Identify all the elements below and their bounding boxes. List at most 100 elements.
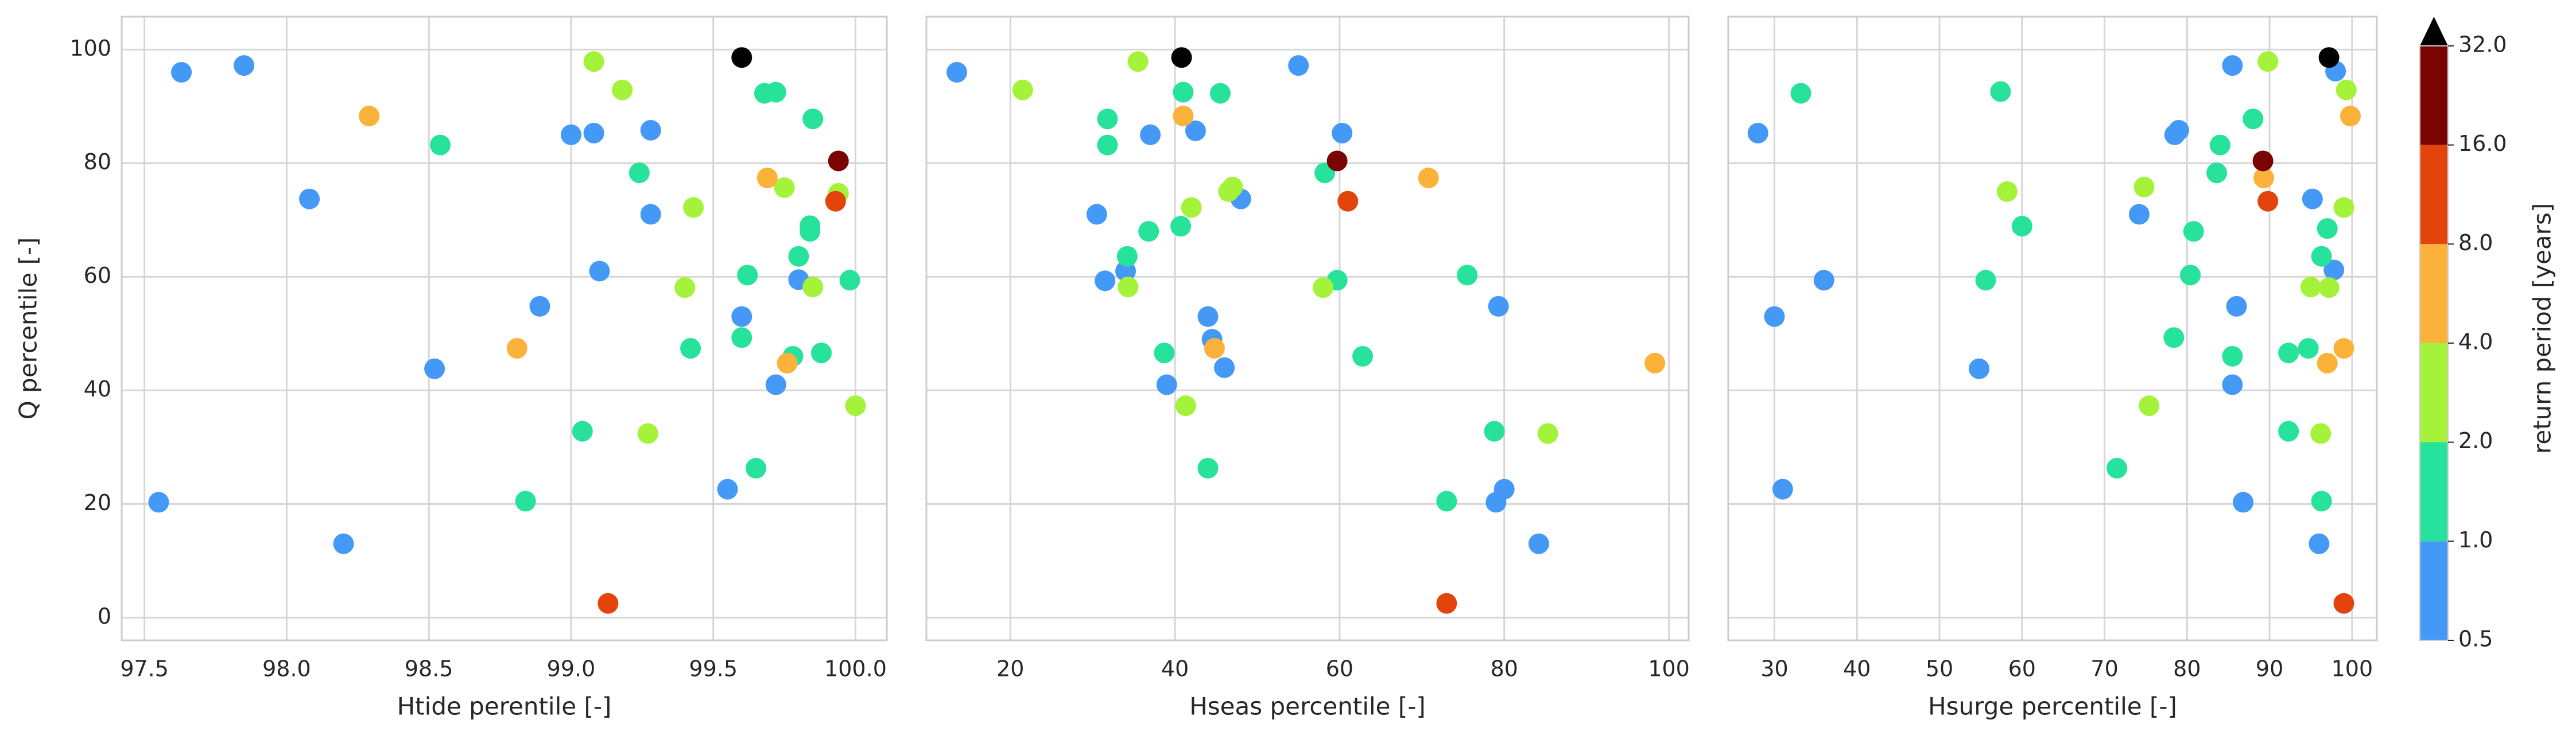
scatter-point bbox=[2233, 492, 2254, 513]
scatter-point bbox=[1097, 108, 1118, 130]
scatter-point bbox=[946, 62, 968, 83]
scatter-point bbox=[2257, 190, 2279, 212]
scatter-point bbox=[2309, 533, 2330, 554]
scatter-point bbox=[802, 108, 824, 130]
colorbar-segment bbox=[2420, 343, 2448, 442]
scatter-point bbox=[683, 197, 704, 218]
y-tick-label: 40 bbox=[84, 376, 111, 402]
scatter-point bbox=[2278, 343, 2299, 364]
scatter-point bbox=[234, 55, 255, 76]
scatter-point bbox=[2323, 259, 2345, 281]
scatter-point bbox=[2336, 79, 2357, 100]
scatter-point bbox=[2222, 346, 2243, 367]
scatter-point bbox=[1332, 122, 1353, 143]
x-tick-label: 90 bbox=[2256, 656, 2283, 682]
x-tick-label: 99.0 bbox=[547, 656, 596, 682]
scatter-point bbox=[2206, 162, 2228, 184]
scatter-point bbox=[811, 343, 832, 364]
colorbar-tick-label: 32.0 bbox=[2458, 32, 2507, 57]
x-tick-label: 50 bbox=[1926, 656, 1953, 682]
scatter-point bbox=[2128, 204, 2150, 225]
scatter-point bbox=[731, 306, 752, 327]
y-tick-label: 100 bbox=[69, 36, 111, 61]
scatter-point bbox=[2310, 423, 2331, 444]
scatter-point bbox=[2317, 352, 2338, 374]
x-tick-label: 99.5 bbox=[689, 656, 738, 682]
scatter-point bbox=[2243, 108, 2264, 130]
scatter-point bbox=[333, 533, 354, 554]
scatter-point bbox=[1528, 533, 1549, 554]
scatter-point bbox=[1116, 246, 1138, 267]
scatter-point bbox=[2317, 218, 2338, 239]
x-tick-label: 40 bbox=[1161, 656, 1189, 682]
plot-area bbox=[925, 15, 1690, 641]
x-tick-label: 100 bbox=[2331, 656, 2373, 682]
scatter-point bbox=[2333, 197, 2354, 218]
scatter-point bbox=[1644, 352, 1666, 374]
scatter-point bbox=[1138, 221, 1159, 242]
scatter-point bbox=[171, 62, 192, 83]
scatter-point bbox=[1118, 277, 1139, 298]
scatter-point bbox=[845, 395, 866, 417]
x-tick-label: 60 bbox=[1326, 656, 1353, 682]
scatter-point bbox=[1337, 190, 1359, 212]
scatter-point bbox=[731, 47, 752, 68]
scatter-point bbox=[777, 352, 798, 374]
scatter-point bbox=[1975, 270, 1996, 291]
scatter-point bbox=[1352, 346, 1374, 367]
x-tick-label: 80 bbox=[1491, 656, 1518, 682]
plot-frame bbox=[925, 15, 1690, 641]
x-axis-label: Htide perentile [-] bbox=[397, 693, 612, 721]
scatter-point bbox=[1173, 81, 1194, 103]
colorbar-segment bbox=[2420, 244, 2448, 343]
scatter-point bbox=[737, 265, 758, 286]
scatter-point bbox=[731, 327, 752, 348]
scatter-point bbox=[2209, 134, 2230, 155]
scatter-point bbox=[612, 79, 633, 100]
scatter-point bbox=[598, 593, 619, 614]
scatter-point bbox=[1086, 204, 1107, 225]
scatter-point bbox=[717, 479, 738, 500]
scatter-point bbox=[2318, 47, 2340, 68]
scatter-point bbox=[765, 374, 786, 395]
scatter-point bbox=[2222, 55, 2243, 76]
scatter-point bbox=[640, 204, 661, 225]
scatter-point bbox=[774, 177, 795, 198]
scatter-point bbox=[800, 215, 821, 236]
scatter-point bbox=[1170, 216, 1192, 237]
scatter-point bbox=[1173, 106, 1194, 127]
scatter-point bbox=[515, 491, 536, 512]
scatter-point bbox=[746, 458, 767, 479]
y-tick-label: 80 bbox=[84, 149, 111, 174]
plot-frame bbox=[1727, 15, 2378, 641]
scatter-point bbox=[1418, 168, 1439, 189]
colorbar-segment bbox=[2420, 541, 2448, 640]
scatter-point bbox=[1097, 134, 1118, 155]
colorbar-tick-label: 1.0 bbox=[2458, 527, 2493, 553]
x-tick-label: 98.5 bbox=[405, 656, 453, 682]
scatter-point bbox=[1185, 120, 1206, 141]
scatter-point bbox=[2139, 395, 2160, 417]
scatter-point bbox=[1140, 124, 1161, 145]
scatter-point bbox=[1209, 83, 1231, 104]
scatter-point bbox=[1969, 358, 1990, 379]
plot-frame bbox=[121, 15, 888, 641]
scatter-point bbox=[2252, 150, 2274, 172]
x-axis-label: Hseas percentile [-] bbox=[1189, 693, 1426, 721]
scatter-point bbox=[839, 270, 860, 291]
scatter-point bbox=[2340, 106, 2361, 127]
scatter-point bbox=[2298, 338, 2319, 359]
x-tick-label: 100.0 bbox=[824, 656, 887, 682]
scatter-point bbox=[1772, 479, 1793, 500]
y-tick-label: 0 bbox=[98, 604, 111, 629]
plot-area bbox=[121, 15, 888, 641]
scatter-point bbox=[788, 246, 809, 267]
scatter-point bbox=[2253, 168, 2275, 189]
scatter-point bbox=[765, 81, 786, 103]
scatter-point bbox=[1764, 306, 1785, 327]
scatter-point bbox=[1204, 338, 1225, 359]
scatter-point bbox=[1484, 421, 1505, 442]
x-tick-label: 60 bbox=[2008, 656, 2036, 682]
y-tick-label: 20 bbox=[84, 490, 111, 515]
